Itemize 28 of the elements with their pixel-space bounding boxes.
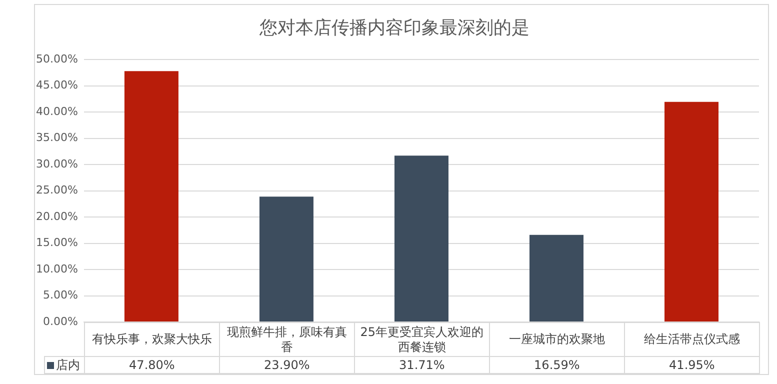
data-label: 47.80% [84,356,220,374]
y-tick-label: 15.00% [36,236,78,250]
y-tick-label: 5.00% [42,288,78,302]
y-tick-label: 30.00% [36,157,78,170]
y-tick-label: 50.00% [36,52,78,66]
x-tick-label: 有快乐事，欢聚大快乐 [84,322,220,356]
legend-label: 店内 [44,356,84,374]
x-tick-label: 一座城市的欢聚地 [489,322,624,356]
y-tick-label: 0.00% [42,314,78,328]
bar [529,234,584,322]
bar [259,196,314,322]
y-tick-label: 20.00% [36,210,78,223]
y-tick-label: 45.00% [36,78,78,92]
data-label: 31.71% [354,356,490,374]
y-tick-label: 25.00% [36,184,78,197]
x-tick-label: 现煎鲜牛排，原味有真香 [219,322,354,356]
y-tick-label: 35.00% [36,131,78,144]
data-label: 16.59% [489,356,624,374]
data-label: 23.90% [219,356,354,374]
y-tick-label: 10.00% [36,262,78,276]
bar [124,71,178,322]
bar [394,156,448,322]
chart-title: 您对本店传播内容印象最深刻的是 [258,17,530,38]
x-tick-label: 给生活带点仪式感 [624,322,760,356]
data-label: 41.95% [624,356,760,374]
x-tick-label: 25年更受宜宾人欢迎的西餐连锁 [354,322,490,356]
y-tick-label: 40.00% [36,104,78,118]
bar [664,102,718,322]
